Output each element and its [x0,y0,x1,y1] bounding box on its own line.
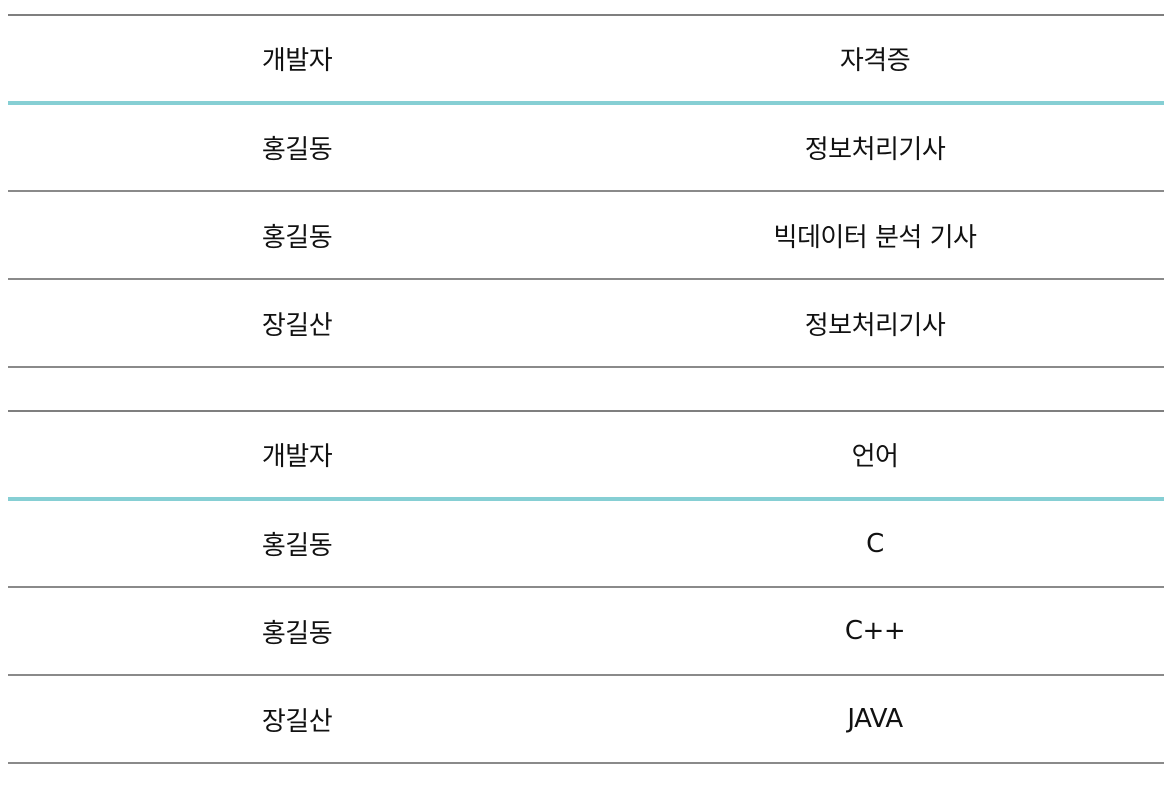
cell-certificate: 빅데이터 분석 기사 [586,191,1164,280]
cell-certificate: 정보처리기사 [586,103,1164,192]
column-header-developer: 개발자 [8,14,586,105]
developer-language-table: 개발자 언어 홍길동 C 홍길동 C++ 장길산 JAVA [8,410,1164,764]
column-header-developer: 개발자 [8,410,586,501]
cell-developer: 홍길동 [8,191,586,280]
cell-developer: 홍길동 [8,499,586,588]
column-header-language: 언어 [586,410,1164,501]
cell-language: C++ [586,587,1164,676]
table-row: 홍길동 C++ [8,587,1164,676]
table-row: 홍길동 C [8,499,1164,588]
cell-developer: 홍길동 [8,103,586,192]
cell-language: JAVA [586,675,1164,764]
table-row: 장길산 정보처리기사 [8,279,1164,368]
cell-developer: 장길산 [8,675,586,764]
table-row: 홍길동 정보처리기사 [8,103,1164,192]
table-header-row: 개발자 자격증 [8,14,1164,105]
table-row: 홍길동 빅데이터 분석 기사 [8,191,1164,280]
cell-developer: 장길산 [8,279,586,368]
table-row: 장길산 JAVA [8,675,1164,764]
developer-certificate-table: 개발자 자격증 홍길동 정보처리기사 홍길동 빅데이터 분석 기사 장길산 정보… [8,14,1164,368]
cell-developer: 홍길동 [8,587,586,676]
table-header-row: 개발자 언어 [8,410,1164,501]
cell-language: C [586,499,1164,588]
cell-certificate: 정보처리기사 [586,279,1164,368]
column-header-certificate: 자격증 [586,14,1164,105]
